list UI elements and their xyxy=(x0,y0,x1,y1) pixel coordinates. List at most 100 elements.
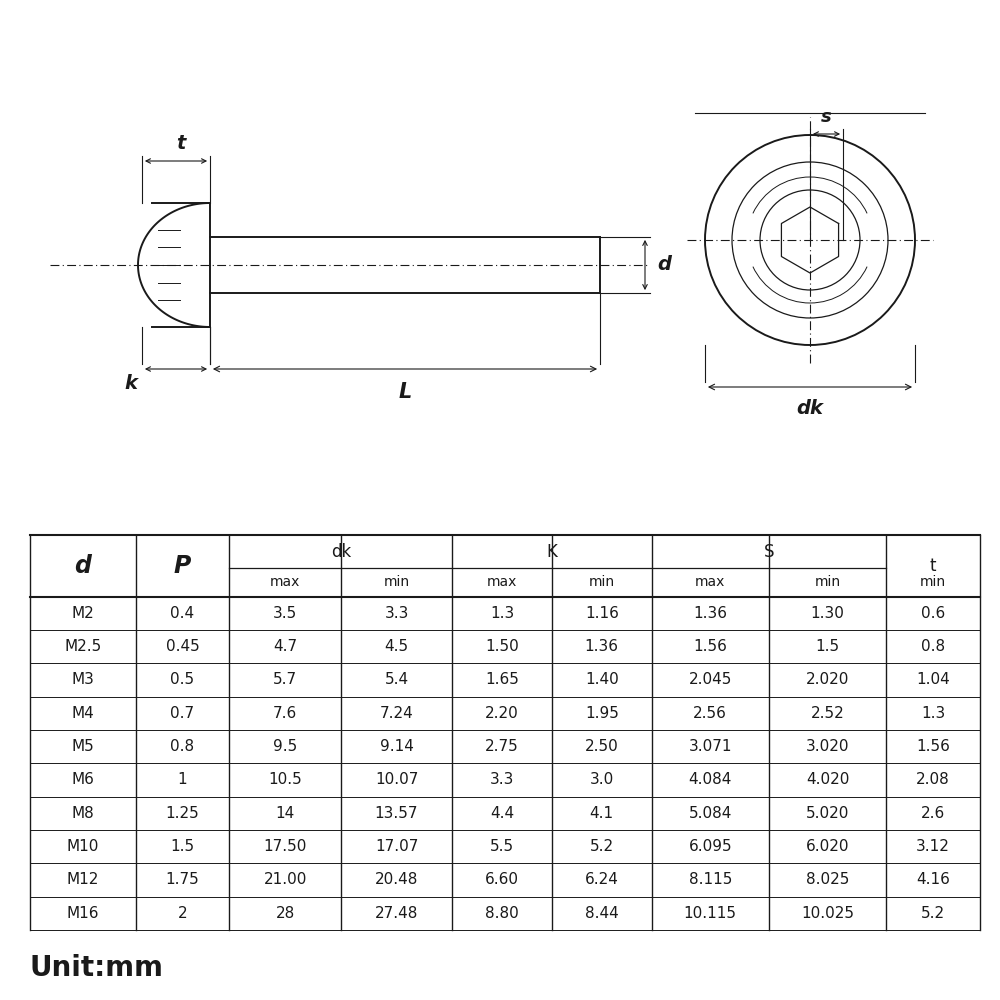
Text: 4.020: 4.020 xyxy=(806,772,849,788)
Text: Unit:mm: Unit:mm xyxy=(30,954,164,982)
Text: 2: 2 xyxy=(178,906,187,921)
Text: 6.020: 6.020 xyxy=(806,839,849,854)
Text: 8.44: 8.44 xyxy=(585,906,619,921)
Text: 4.084: 4.084 xyxy=(689,772,732,788)
Text: 17.50: 17.50 xyxy=(263,839,307,854)
Text: 3.12: 3.12 xyxy=(916,839,950,854)
Text: 10.07: 10.07 xyxy=(375,772,418,788)
Text: dk: dk xyxy=(796,399,824,418)
Text: 1.65: 1.65 xyxy=(485,673,519,688)
Text: M2.5: M2.5 xyxy=(64,639,101,654)
Text: 21.00: 21.00 xyxy=(263,872,307,888)
Text: K: K xyxy=(546,543,557,561)
Text: min: min xyxy=(383,576,410,590)
Text: 8.80: 8.80 xyxy=(485,906,519,921)
Text: 4.1: 4.1 xyxy=(590,806,614,821)
Text: 5.2: 5.2 xyxy=(921,906,945,921)
Text: s: s xyxy=(821,108,832,126)
Text: 2.08: 2.08 xyxy=(916,772,950,788)
Text: 0.45: 0.45 xyxy=(166,639,199,654)
Text: 6.24: 6.24 xyxy=(585,872,619,888)
Text: 3.0: 3.0 xyxy=(590,772,614,788)
Text: d: d xyxy=(74,554,91,578)
Text: d: d xyxy=(657,255,671,274)
Text: 3.3: 3.3 xyxy=(384,606,409,621)
Text: 3.071: 3.071 xyxy=(688,739,732,754)
Text: 1.30: 1.30 xyxy=(811,606,844,621)
Text: t: t xyxy=(176,134,186,153)
Text: max: max xyxy=(695,576,725,590)
Text: 5.5: 5.5 xyxy=(490,839,514,854)
Text: P: P xyxy=(174,554,191,578)
Text: 4.5: 4.5 xyxy=(384,639,409,654)
Text: 2.020: 2.020 xyxy=(806,673,849,688)
Text: 8.025: 8.025 xyxy=(806,872,849,888)
Text: 0.4: 0.4 xyxy=(170,606,195,621)
Text: 2.56: 2.56 xyxy=(693,706,727,721)
Text: 1.40: 1.40 xyxy=(585,673,619,688)
Text: 1.36: 1.36 xyxy=(693,606,727,621)
Text: min: min xyxy=(589,576,615,590)
Text: 7.24: 7.24 xyxy=(380,706,413,721)
Text: 3.5: 3.5 xyxy=(273,606,297,621)
Text: M16: M16 xyxy=(67,906,99,921)
Text: 1.50: 1.50 xyxy=(485,639,519,654)
Text: 1: 1 xyxy=(178,772,187,788)
Text: M5: M5 xyxy=(71,739,94,754)
Text: 0.8: 0.8 xyxy=(170,739,195,754)
Text: 1.36: 1.36 xyxy=(585,639,619,654)
Text: 1.04: 1.04 xyxy=(916,673,950,688)
Text: M6: M6 xyxy=(71,772,94,788)
Text: L: L xyxy=(398,382,412,402)
Text: 8.115: 8.115 xyxy=(689,872,732,888)
Text: 14: 14 xyxy=(275,806,295,821)
Text: 5.2: 5.2 xyxy=(590,839,614,854)
Text: M12: M12 xyxy=(67,872,99,888)
Text: S: S xyxy=(764,543,774,561)
Text: 5.4: 5.4 xyxy=(384,673,409,688)
Text: 1.3: 1.3 xyxy=(490,606,514,621)
Text: 2.50: 2.50 xyxy=(585,739,619,754)
Text: 2.045: 2.045 xyxy=(689,673,732,688)
Text: 1.5: 1.5 xyxy=(815,639,840,654)
Text: M3: M3 xyxy=(71,673,94,688)
Text: 1.25: 1.25 xyxy=(166,806,199,821)
Text: max: max xyxy=(487,576,517,590)
Text: 9.5: 9.5 xyxy=(273,739,297,754)
Text: min: min xyxy=(814,576,841,590)
Text: 27.48: 27.48 xyxy=(375,906,418,921)
Text: 7.6: 7.6 xyxy=(273,706,297,721)
Text: k: k xyxy=(124,374,137,393)
Text: 6.60: 6.60 xyxy=(485,872,519,888)
Text: M4: M4 xyxy=(71,706,94,721)
Text: 1.75: 1.75 xyxy=(166,872,199,888)
Text: 1.56: 1.56 xyxy=(693,639,727,654)
Text: 4.7: 4.7 xyxy=(273,639,297,654)
Text: min: min xyxy=(920,576,946,590)
Text: 5.7: 5.7 xyxy=(273,673,297,688)
Text: 13.57: 13.57 xyxy=(375,806,418,821)
Text: 3.020: 3.020 xyxy=(806,739,849,754)
Text: 2.75: 2.75 xyxy=(485,739,519,754)
Text: 1.95: 1.95 xyxy=(585,706,619,721)
Text: dk: dk xyxy=(331,543,351,561)
Text: 20.48: 20.48 xyxy=(375,872,418,888)
Text: 3.3: 3.3 xyxy=(490,772,514,788)
Text: M10: M10 xyxy=(67,839,99,854)
Text: 0.7: 0.7 xyxy=(170,706,195,721)
Text: 4.16: 4.16 xyxy=(916,872,950,888)
Text: 0.5: 0.5 xyxy=(170,673,195,688)
Text: 0.8: 0.8 xyxy=(921,639,945,654)
Text: 10.115: 10.115 xyxy=(684,906,737,921)
Text: 10.025: 10.025 xyxy=(801,906,854,921)
Text: 2.20: 2.20 xyxy=(485,706,519,721)
Text: 10.5: 10.5 xyxy=(268,772,302,788)
Text: 1.56: 1.56 xyxy=(916,739,950,754)
Text: 5.020: 5.020 xyxy=(806,806,849,821)
Text: 17.07: 17.07 xyxy=(375,839,418,854)
Text: 4.4: 4.4 xyxy=(490,806,514,821)
Text: max: max xyxy=(270,576,300,590)
Text: 1.3: 1.3 xyxy=(921,706,945,721)
Text: M2: M2 xyxy=(71,606,94,621)
Text: 0.6: 0.6 xyxy=(921,606,945,621)
